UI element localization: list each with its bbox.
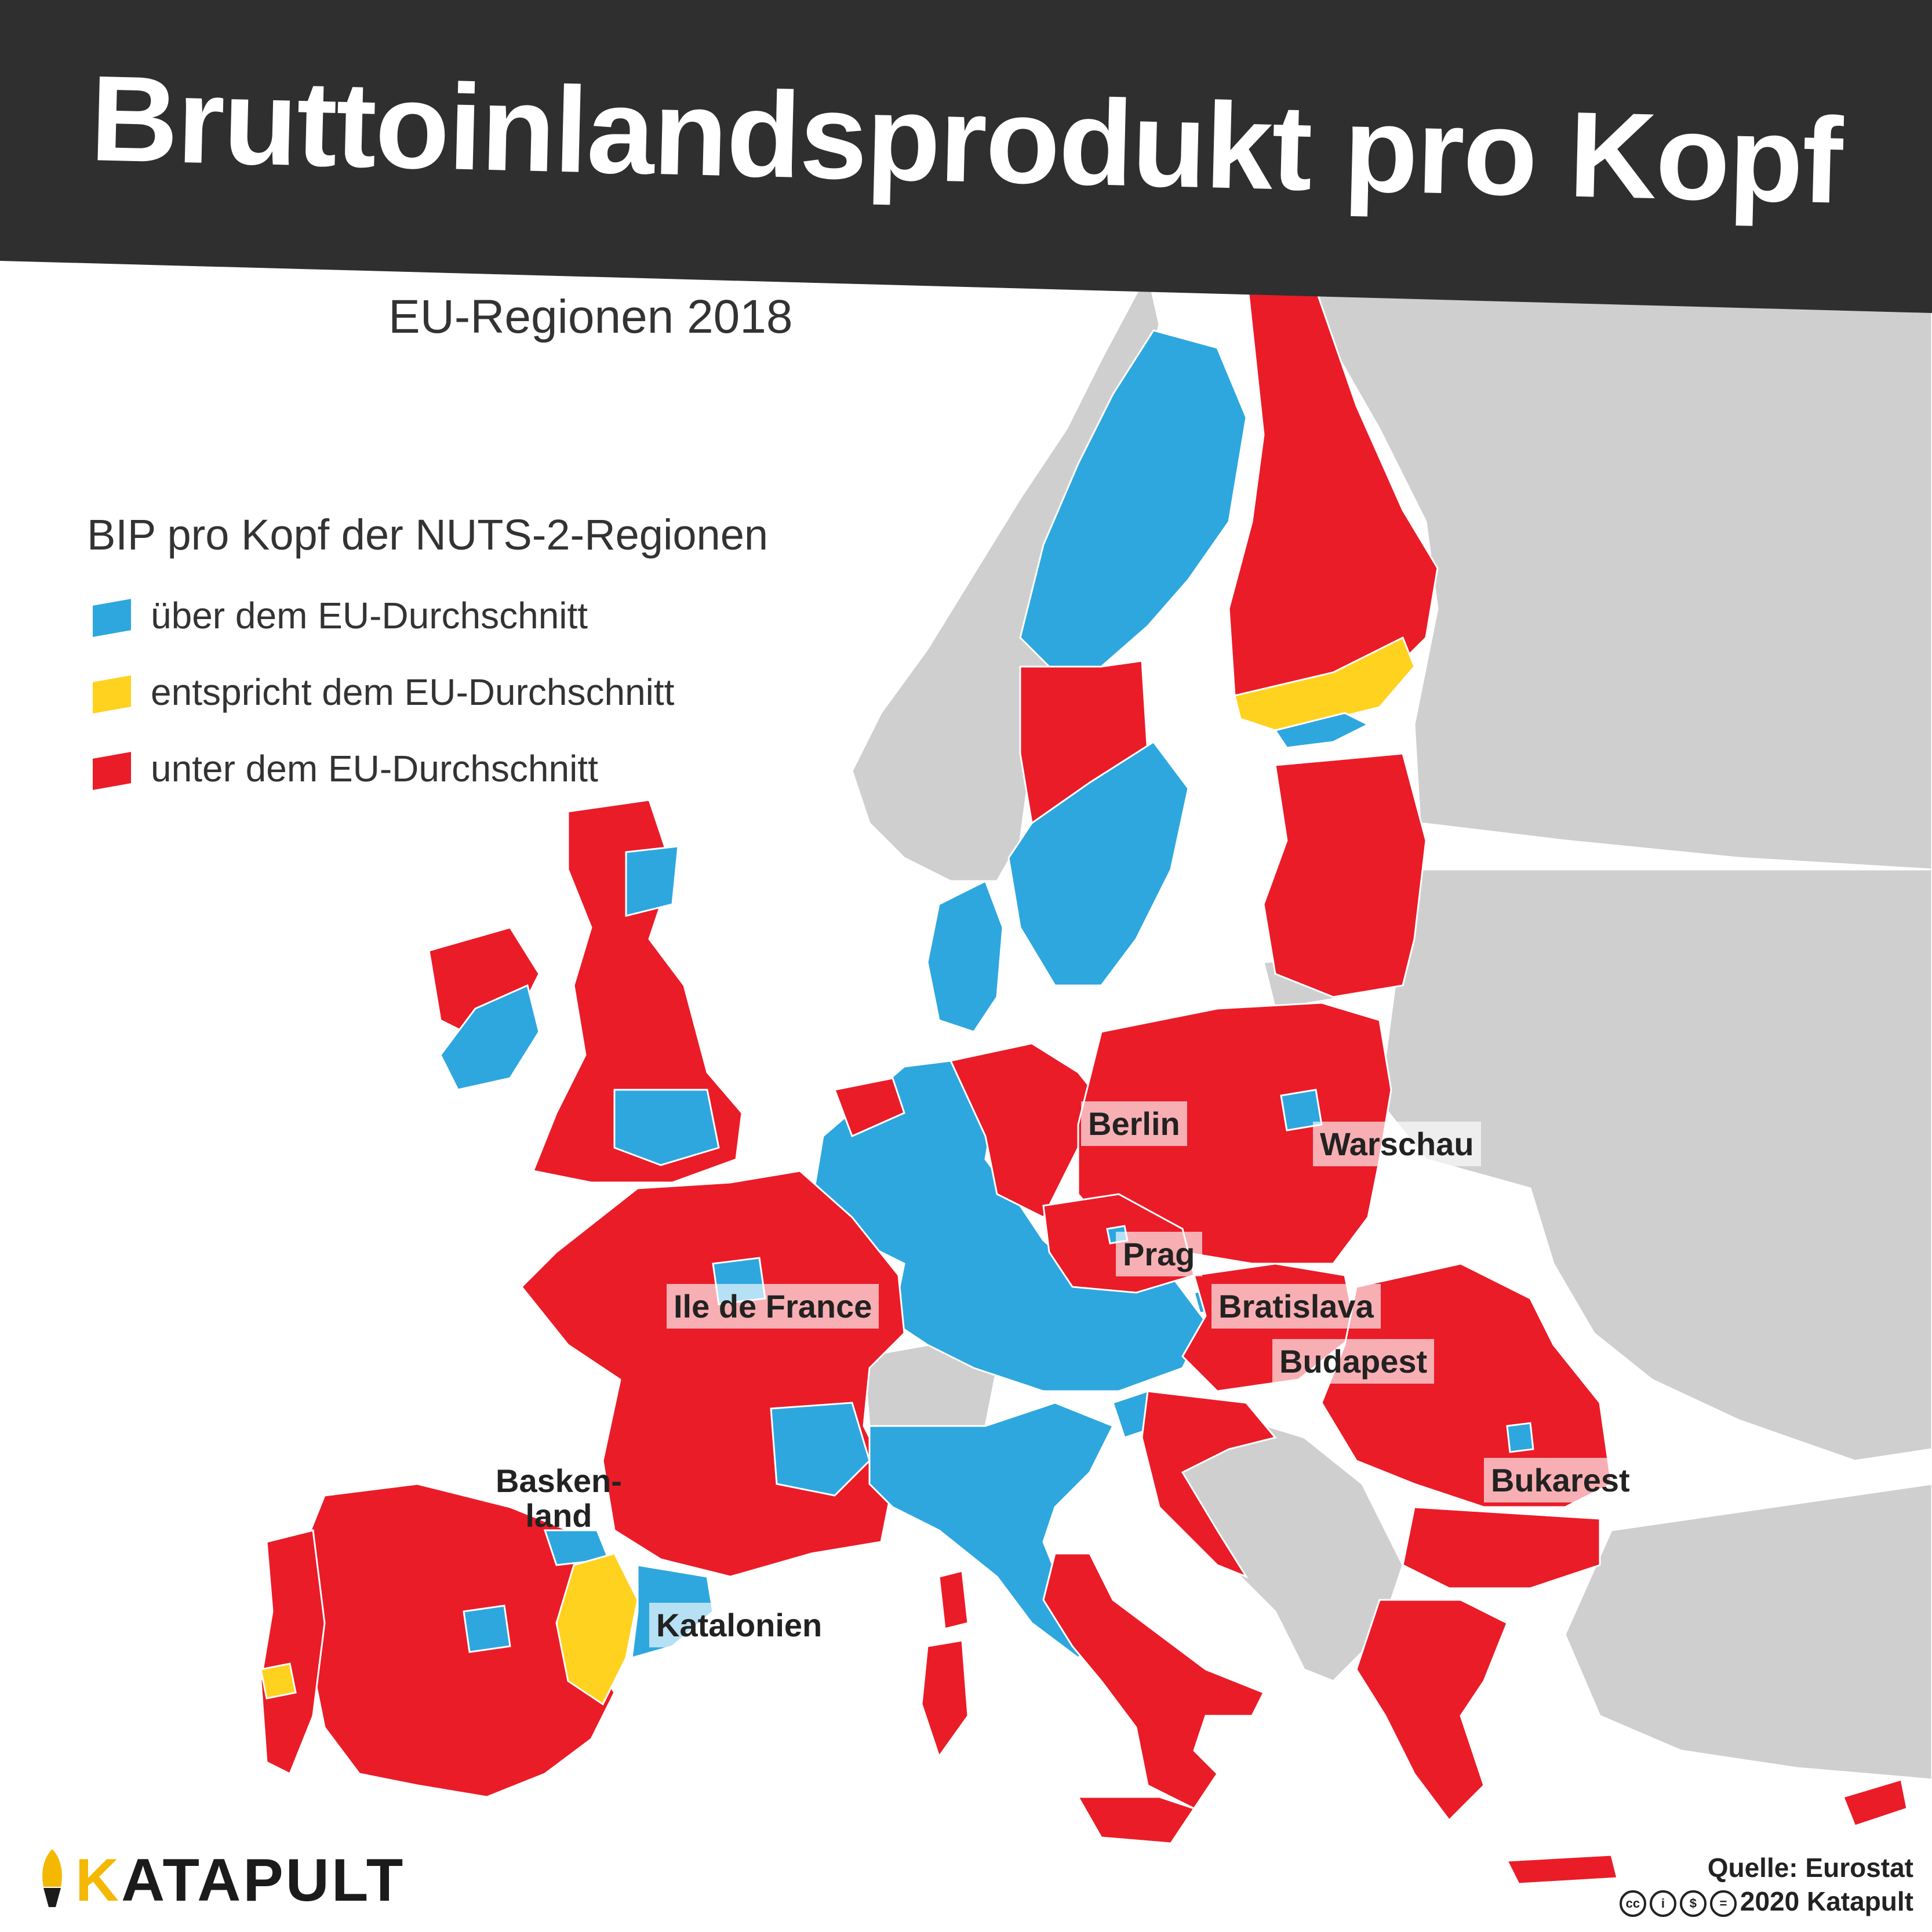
legend-swatch-above [93, 599, 131, 637]
non-eu-land [851, 270, 1932, 1781]
region-italy-south [1042, 1552, 1265, 1810]
region-netherlands-north [833, 1077, 905, 1138]
region-crete [1505, 1854, 1618, 1885]
region-ireland-east [439, 984, 540, 1091]
rocket-icon [42, 1849, 62, 1907]
title-banner [0, 0, 1932, 313]
region-greece [1355, 1599, 1508, 1822]
legend-label: unter dem EU-Durchschnitt [151, 748, 598, 789]
region-romania [1320, 1262, 1613, 1508]
by-icon: i [1649, 1890, 1676, 1917]
region-corsica [938, 1570, 969, 1630]
region-finland-south [1234, 636, 1416, 732]
region-uk [532, 799, 743, 1184]
legend-item-below: unter dem EU-Durchschnitt [87, 747, 768, 824]
legend-label: entspricht dem EU-Durchschnitt [151, 671, 675, 713]
region-portugal [260, 1529, 326, 1775]
region-sweden-south [1007, 740, 1189, 987]
legend: BIP pro Kopf der NUTS-2-Regionen über de… [87, 510, 768, 824]
label-bukarest: Bukarest [1484, 1458, 1637, 1502]
license-line: cc i $ = 2020 Katapult [1619, 1886, 1913, 1917]
label-katalonien: Katalonien [649, 1603, 829, 1647]
legend-swatch-below [93, 752, 131, 790]
brand-name: KATAPULT [75, 1846, 405, 1915]
region-germany-east [949, 1042, 1103, 1219]
region-rhone-alpes [770, 1402, 871, 1497]
page-subtitle: EU-Regionen 2018 [388, 290, 793, 343]
license-text: 2020 Katapult [1740, 1886, 1913, 1916]
eu-regions [260, 271, 1908, 1885]
label-berlin: Berlin [1081, 1101, 1187, 1146]
region-croatia [1141, 1390, 1277, 1579]
label-budapest: Budapest [1272, 1339, 1435, 1384]
region-helsinki [1274, 712, 1370, 749]
region-lisbon [260, 1662, 297, 1700]
cc-icon: cc [1619, 1890, 1646, 1917]
legend-item-above: über dem EU-Durchschnitt [87, 594, 768, 671]
region-bukarest [1506, 1422, 1534, 1453]
label-baskenland: Basken- land [496, 1462, 622, 1534]
region-london [613, 1089, 720, 1166]
region-sardinia [920, 1639, 969, 1759]
label-bratislava: Bratislava [1211, 1284, 1381, 1329]
source-credit: Quelle: Eurostat cc i $ = 2020 Katapult [1619, 1852, 1913, 1917]
region-cyprus [1842, 1778, 1908, 1827]
label-warschau: Warschau [1313, 1122, 1481, 1166]
region-sicily [1076, 1796, 1196, 1844]
label-prag: Prag [1116, 1232, 1202, 1276]
brand-name-rest: ATAPULT [121, 1847, 406, 1914]
nd-icon: = [1709, 1890, 1737, 1917]
source-text: Quelle: Eurostat [1707, 1853, 1913, 1883]
region-aragon [555, 1552, 639, 1706]
legend-item-average: entspricht dem EU-Durchschnitt [87, 671, 768, 747]
nc-icon: $ [1679, 1890, 1707, 1917]
brand-name-first: K [75, 1847, 122, 1914]
region-bulgaria [1402, 1506, 1601, 1589]
region-scotland-east [625, 845, 679, 917]
label-ile-de-france: Ile de France [667, 1284, 879, 1329]
region-denmark [926, 879, 1004, 1033]
legend-swatch-average [93, 675, 131, 714]
region-baltics [1262, 752, 1427, 998]
legend-title: BIP pro Kopf der NUTS-2-Regionen [87, 511, 769, 559]
region-madrid [463, 1604, 511, 1653]
legend-label: über dem EU-Durchschnitt [151, 595, 588, 636]
banner-shape [0, 0, 1932, 313]
